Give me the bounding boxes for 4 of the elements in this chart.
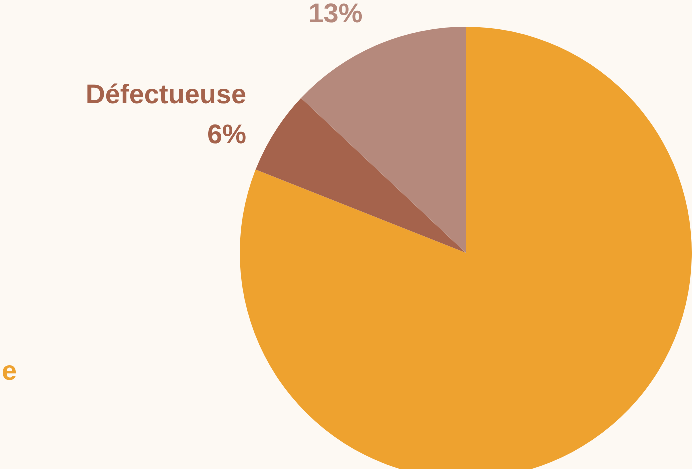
slice-label: Défectueuse: [86, 80, 246, 110]
data-label: 6%: [207, 120, 246, 150]
data-label: 13%: [308, 0, 363, 28]
text: e: [2, 356, 18, 386]
